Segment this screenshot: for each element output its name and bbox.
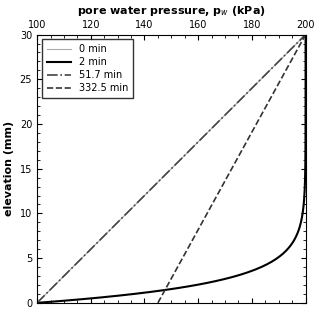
332.5 min xyxy=(246,137,250,141)
Y-axis label: elevation (mm): elevation (mm) xyxy=(4,121,14,216)
2 min xyxy=(304,141,308,145)
2 min xyxy=(304,58,308,62)
2 min xyxy=(304,33,308,36)
2 min xyxy=(47,300,51,304)
332.5 min xyxy=(280,75,284,79)
51.7 min xyxy=(199,137,203,141)
332.5 min xyxy=(157,300,160,304)
2 min xyxy=(304,75,308,79)
332.5 min xyxy=(244,141,248,145)
2 min xyxy=(35,301,39,305)
Legend: 0 min, 2 min, 51.7 min, 332.5 min: 0 min, 2 min, 51.7 min, 332.5 min xyxy=(42,39,133,98)
Line: 2 min: 2 min xyxy=(37,34,306,303)
332.5 min xyxy=(304,33,308,36)
2 min xyxy=(304,142,308,146)
2 min xyxy=(304,137,308,141)
X-axis label: pore water pressure, p$_w$ (kPa): pore water pressure, p$_w$ (kPa) xyxy=(77,4,266,18)
332.5 min xyxy=(156,301,160,305)
51.7 min xyxy=(36,300,40,304)
51.7 min xyxy=(35,301,39,305)
Line: 51.7 min: 51.7 min xyxy=(37,34,306,303)
332.5 min xyxy=(290,58,294,62)
51.7 min xyxy=(194,142,198,146)
332.5 min xyxy=(243,142,247,146)
Line: 332.5 min: 332.5 min xyxy=(158,34,306,303)
51.7 min xyxy=(304,33,308,36)
51.7 min xyxy=(278,58,282,62)
51.7 min xyxy=(195,141,199,145)
51.7 min xyxy=(262,75,265,79)
